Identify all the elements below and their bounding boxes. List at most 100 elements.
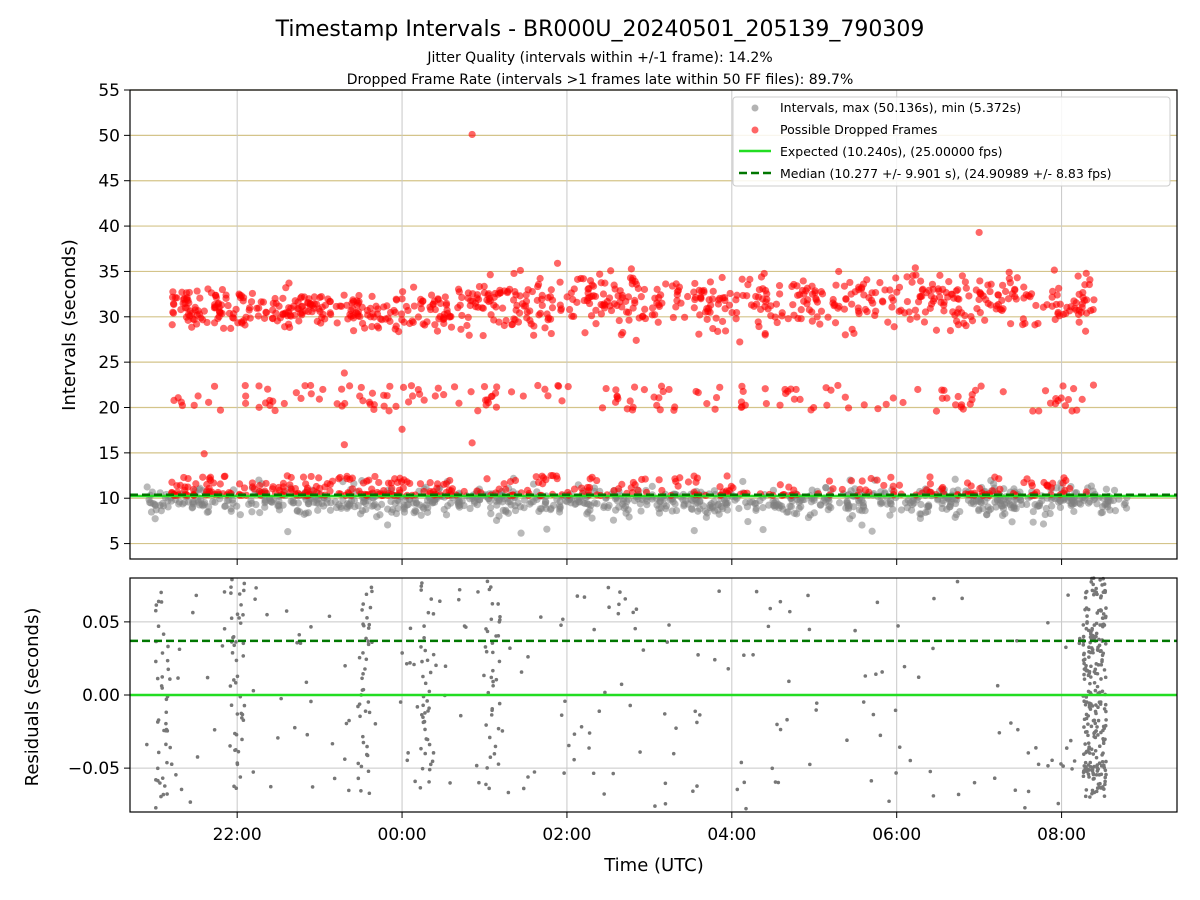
residual-point	[814, 701, 819, 705]
residual-point	[168, 745, 172, 750]
residual-point	[156, 750, 161, 755]
interval-point	[868, 527, 876, 535]
dropped-frame-point	[610, 487, 618, 495]
dropped-frame-point	[473, 294, 481, 302]
dropped-frame-point	[427, 291, 436, 299]
dropped-frame-point	[874, 405, 882, 413]
interval-point	[886, 499, 894, 507]
residual-point	[297, 632, 302, 637]
dropped-frame-point	[890, 323, 898, 331]
interval-point	[359, 497, 368, 505]
dropped-frame-point	[1001, 287, 1010, 296]
dropped-frame-point	[536, 309, 545, 317]
dropped-frame-point	[804, 296, 812, 304]
dropped-frame-point	[1051, 315, 1059, 324]
interval-point	[1111, 507, 1120, 515]
residual-point	[1059, 762, 1063, 766]
residual-point	[1086, 772, 1091, 777]
interval-point	[252, 500, 260, 509]
residual-point	[292, 725, 297, 730]
residual-point	[1082, 725, 1086, 729]
residual-point	[363, 709, 368, 713]
dropped-frame-point	[920, 318, 929, 326]
interval-point	[499, 506, 507, 515]
dropped-frame-point	[690, 304, 698, 312]
dropped-frame-point	[391, 475, 399, 483]
dropped-frame-point	[696, 311, 704, 319]
residual-point	[251, 770, 256, 774]
interval-point	[542, 498, 550, 506]
dropped-frame-point	[583, 483, 592, 492]
residual-point	[359, 764, 364, 769]
dropped-frame-point	[464, 313, 472, 322]
residual-point	[161, 632, 166, 636]
residuals-panel: −0.05 0.00 0.05 22:00 00:00 02:00 04:00 06:00 0…	[22, 576, 1178, 876]
dropped-frame-point	[736, 338, 744, 346]
residual-point	[1088, 795, 1092, 799]
dropped-frame-point	[938, 485, 946, 493]
residual-point	[1093, 688, 1098, 693]
interval-point	[877, 500, 885, 508]
dropped-frame-point	[1059, 382, 1067, 390]
interval-point	[938, 500, 946, 508]
residual-point	[422, 624, 426, 628]
dropped-frame-point	[218, 309, 226, 318]
dropped-frame-point	[618, 303, 626, 311]
residual-point	[1083, 742, 1087, 746]
dropped-frame-point	[168, 321, 176, 329]
residual-point	[766, 624, 771, 629]
residual-point	[487, 735, 492, 740]
dropped-frame-point	[1055, 284, 1063, 292]
dropped-frame-point	[790, 395, 799, 403]
residual-point	[663, 801, 668, 806]
dropped-frame-point	[1061, 402, 1069, 410]
dropped-frame-point	[627, 265, 635, 273]
residual-point	[165, 729, 170, 733]
residual-point	[240, 712, 245, 717]
dropped-frame-point	[673, 297, 681, 305]
dropped-frame-point	[790, 280, 798, 289]
dropped-frame-point	[914, 385, 922, 394]
dropped-frame-point	[892, 274, 900, 282]
dropped-frame-point	[743, 292, 751, 300]
residual-point	[665, 640, 670, 644]
dropped-frame-point	[564, 382, 572, 391]
dropped-frame-point	[976, 308, 984, 317]
residual-point	[1103, 675, 1108, 680]
dropped-frame-point	[287, 312, 295, 320]
dropped-frame-point	[184, 316, 192, 324]
dropped-frame-point	[558, 397, 566, 405]
interval-point	[440, 505, 448, 514]
residual-point	[887, 799, 891, 804]
interval-point	[909, 497, 917, 505]
dropped-frame-point	[338, 385, 346, 393]
residual-point	[1086, 733, 1090, 738]
residual-point	[1094, 711, 1098, 716]
residual-point	[526, 655, 530, 659]
residual-point	[498, 618, 502, 622]
dropped-frame-point	[733, 291, 741, 299]
residual-point	[228, 744, 232, 748]
residual-point	[695, 720, 699, 725]
residual-point	[603, 690, 607, 695]
dropped-frame-point	[266, 401, 274, 409]
residual-point	[931, 794, 936, 798]
dropped-frame-point	[284, 320, 293, 328]
dropped-frame-point	[554, 381, 562, 390]
dropped-frame-point	[1067, 303, 1075, 311]
dropped-frame-point	[261, 487, 269, 495]
dropped-frame-point	[319, 385, 327, 394]
dropped-frame-point	[714, 300, 722, 308]
residual-point	[744, 806, 748, 811]
dropped-frame-point	[184, 474, 192, 483]
dropped-frame-point	[392, 402, 400, 411]
dropped-frame-point	[1081, 327, 1090, 335]
dropped-frame-point	[895, 481, 904, 489]
dropped-frame-point	[463, 321, 471, 330]
interval-point	[256, 509, 264, 517]
dropped-frame-point	[240, 294, 248, 302]
dropped-frame-point	[844, 404, 853, 412]
dropped-frame-point	[273, 317, 281, 325]
interval-point	[389, 505, 397, 514]
residual-point	[427, 780, 431, 784]
